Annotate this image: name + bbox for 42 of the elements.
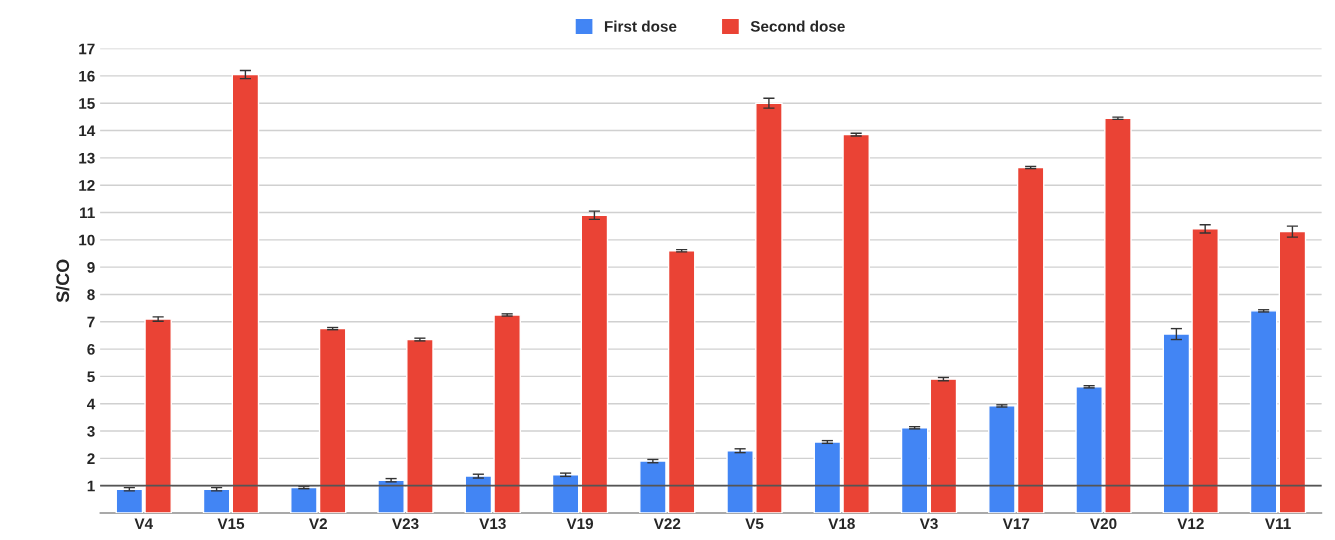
- y-tick-label: 1: [87, 480, 95, 492]
- y-tick-label: 5: [87, 371, 95, 383]
- x-tick-label: V22: [653, 518, 681, 529]
- y-axis-title: S/CO: [55, 259, 70, 303]
- x-tick-label: V15: [217, 518, 245, 530]
- y-tick-label: 3: [87, 425, 95, 437]
- bar: [580, 214, 609, 513]
- x-tick-label: V18: [828, 518, 855, 530]
- bar: [202, 488, 231, 513]
- y-tick-label: 17: [79, 43, 95, 55]
- x-tick-label: V13: [479, 518, 506, 530]
- legend-label: Second dose: [750, 20, 845, 32]
- bar: [1278, 230, 1307, 513]
- bar: [1249, 310, 1278, 513]
- x-tick-label: V2: [309, 518, 327, 529]
- x-tick-label: V20: [1090, 518, 1117, 530]
- x-tick-label: V17: [1002, 518, 1030, 529]
- x-tick-label: V3: [919, 518, 938, 530]
- legend-label: First dose: [604, 20, 677, 32]
- y-tick-label: 15: [79, 98, 95, 109]
- y-tick-label: 4: [87, 398, 96, 410]
- y-tick-label: 8: [87, 289, 95, 301]
- x-tick-label: V23: [392, 518, 419, 530]
- y-tick-label: 13: [79, 152, 95, 164]
- y-tick-label: 11: [80, 207, 95, 219]
- x-tick-label: V12: [1177, 518, 1204, 529]
- bar: [929, 378, 958, 513]
- y-tick-label: 2: [87, 453, 95, 464]
- y-tick-label: 14: [79, 125, 96, 137]
- y-tick-label: 9: [87, 262, 95, 273]
- y-tick-label: 10: [79, 234, 95, 246]
- x-tick-label: V19: [566, 518, 594, 530]
- bar: [231, 73, 260, 513]
- y-tick-label: 16: [79, 70, 95, 82]
- x-tick-label: V5: [745, 518, 764, 530]
- x-tick-label: V11: [1264, 518, 1291, 529]
- y-tick-label: 7: [87, 316, 95, 328]
- bar: [900, 427, 929, 513]
- y-tick-label: 6: [87, 343, 95, 355]
- x-tick-label: V4: [134, 518, 154, 529]
- y-tick-label: 12: [79, 180, 95, 191]
- bar: [551, 474, 580, 513]
